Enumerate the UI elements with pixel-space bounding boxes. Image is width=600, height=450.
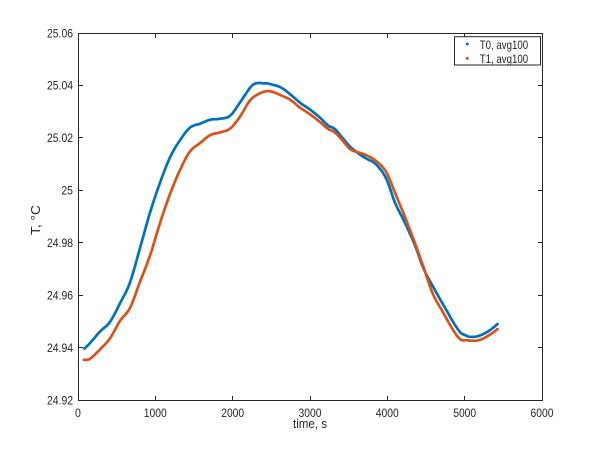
svg-text:time, s: time, s <box>293 417 327 431</box>
svg-text:24.94: 24.94 <box>47 341 73 355</box>
svg-text:1000: 1000 <box>144 406 167 420</box>
svg-text:T, °C: T, °C <box>29 205 43 235</box>
svg-text:24.98: 24.98 <box>47 236 73 250</box>
svg-text:6000: 6000 <box>531 406 554 420</box>
svg-text:T0, avg100: T0, avg100 <box>480 38 529 52</box>
svg-text:25.06: 25.06 <box>47 26 73 40</box>
svg-text:24.92: 24.92 <box>47 393 73 407</box>
svg-text:25: 25 <box>61 184 73 198</box>
svg-text:4000: 4000 <box>376 406 399 420</box>
svg-text:24.96: 24.96 <box>47 288 73 302</box>
svg-text:3000: 3000 <box>299 406 322 420</box>
svg-text:T1, avg100: T1, avg100 <box>480 52 529 66</box>
svg-text:0: 0 <box>75 406 81 420</box>
svg-text:25.04: 25.04 <box>47 79 73 93</box>
svg-text:5000: 5000 <box>453 406 476 420</box>
svg-text:2000: 2000 <box>221 406 244 420</box>
svg-text:25.02: 25.02 <box>47 131 73 145</box>
